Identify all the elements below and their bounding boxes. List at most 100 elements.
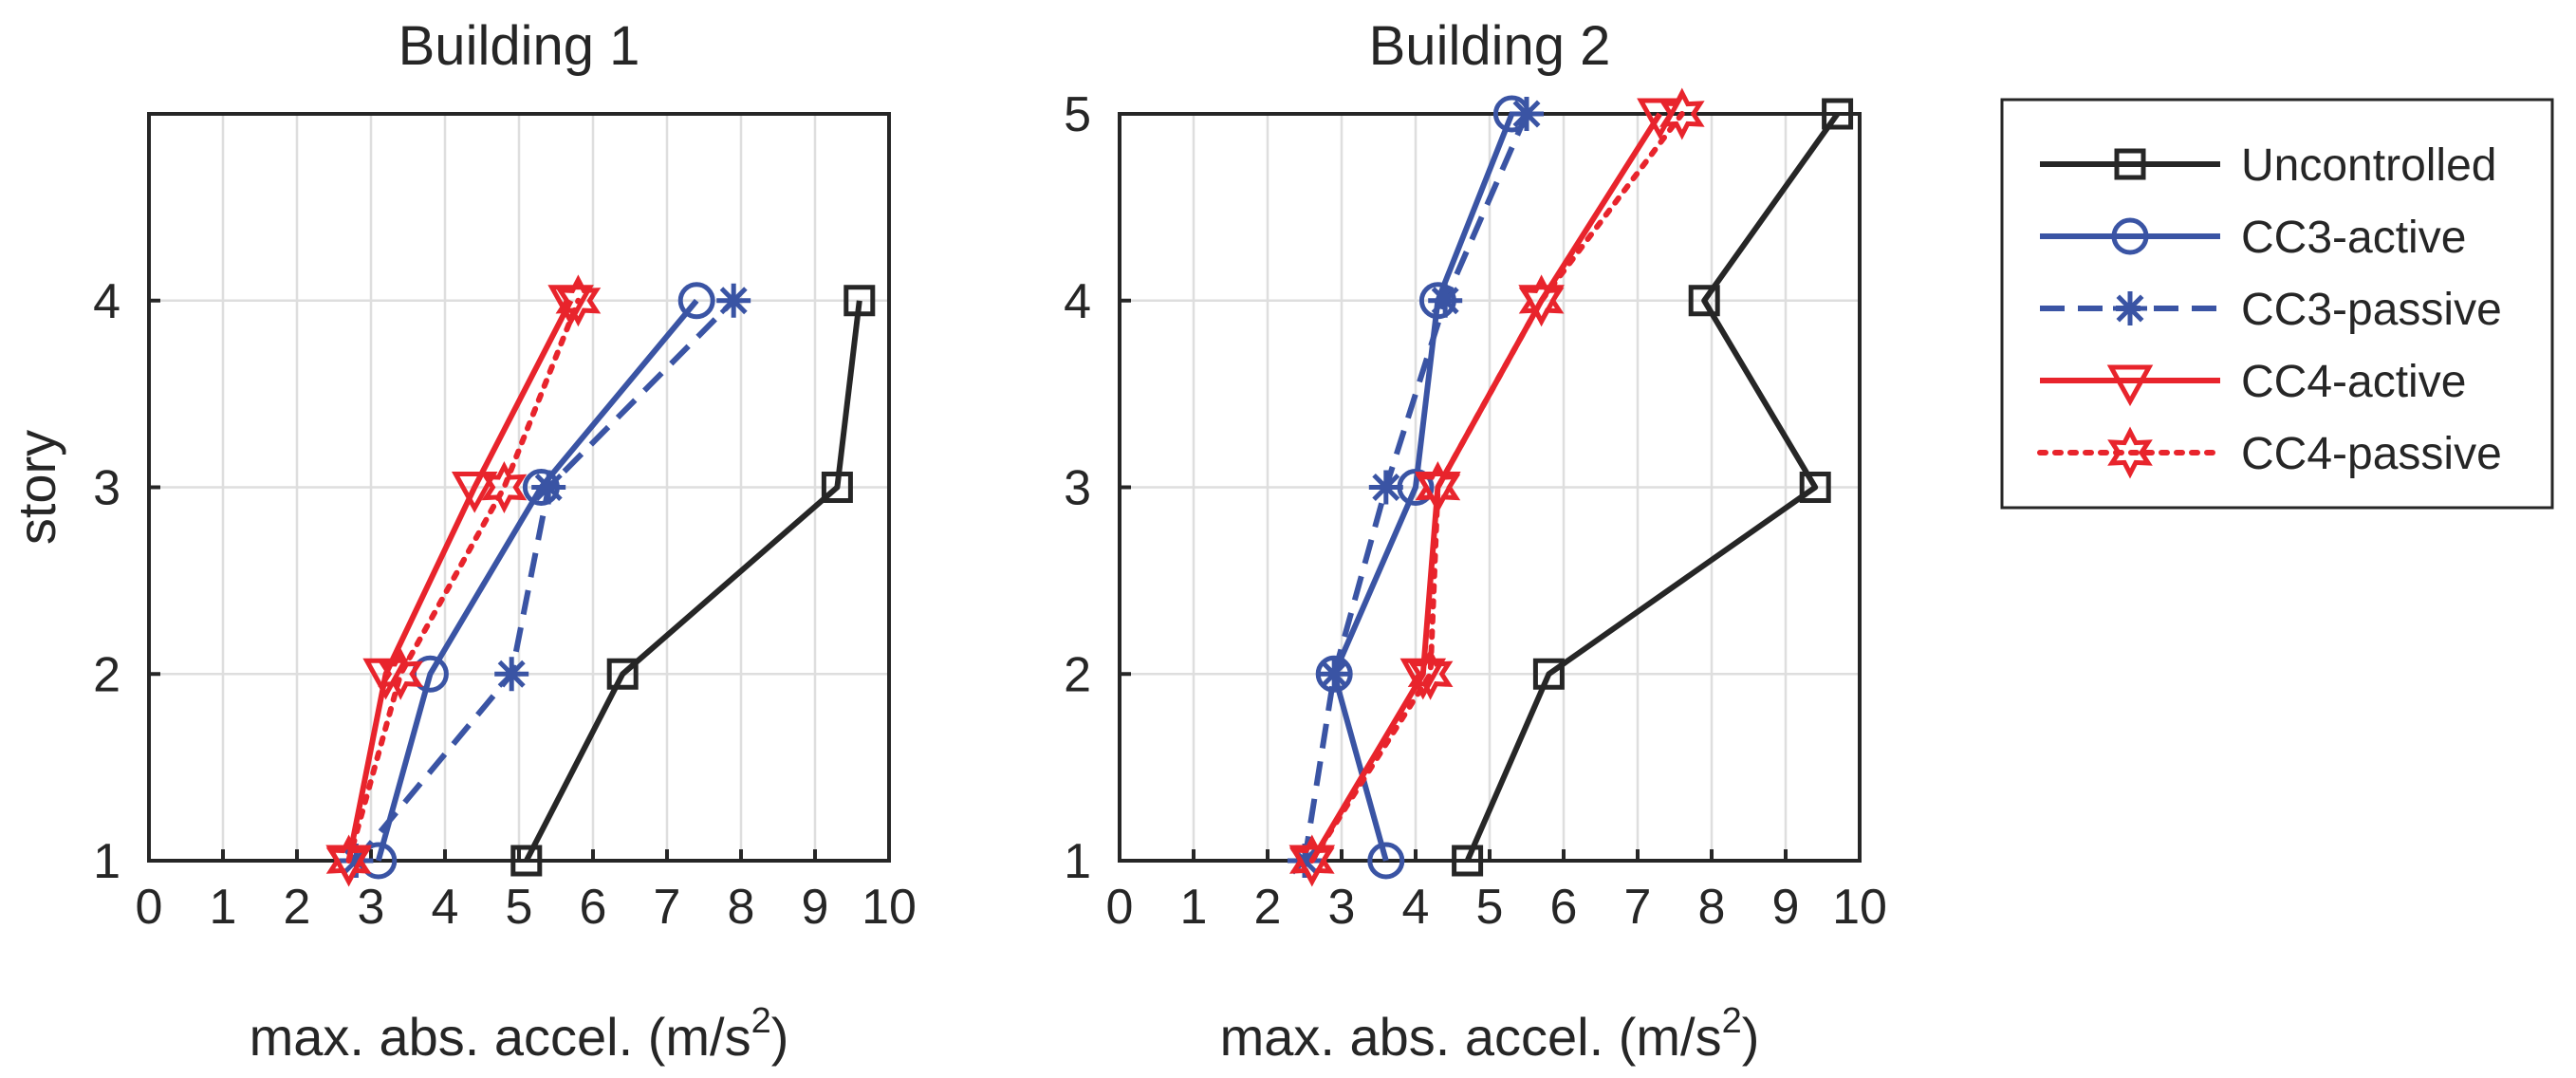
legend-entry-cc4-active: CC4-active bbox=[2040, 357, 2466, 407]
data-point-uncontrolled bbox=[1799, 472, 1831, 503]
x-tick-label: 3 bbox=[358, 880, 385, 935]
x-axis-label-close: ) bbox=[1742, 1007, 1760, 1067]
data-point-uncontrolled bbox=[606, 658, 639, 690]
data-point-cc4-active bbox=[1518, 285, 1565, 326]
x-tick-label: 10 bbox=[1832, 880, 1887, 935]
y-tick-label: 2 bbox=[1064, 647, 1091, 702]
x-axis-label-superscript: 2 bbox=[751, 1001, 771, 1041]
x-tick-label: 0 bbox=[1106, 880, 1134, 935]
x-axis-label: max. abs. accel. (m/s2) bbox=[250, 1001, 789, 1067]
legend-label: CC4-active bbox=[2241, 357, 2466, 407]
y-tick-label: 1 bbox=[93, 834, 120, 889]
grid bbox=[149, 114, 889, 861]
data-point-cc3-passive bbox=[716, 283, 751, 318]
y-tick-label: 1 bbox=[1064, 834, 1091, 889]
data-point-cc4-passive bbox=[378, 647, 424, 700]
y-tick-label: 5 bbox=[1064, 87, 1091, 142]
data-point-cc3-active bbox=[677, 282, 715, 320]
data-point-uncontrolled bbox=[1532, 658, 1565, 690]
chart-title: Building 1 bbox=[398, 15, 640, 77]
data-point-cc4-active bbox=[325, 845, 372, 887]
data-point-cc3-passive bbox=[494, 657, 529, 692]
data-point-cc4-active bbox=[1399, 658, 1447, 700]
y-tick-label: 3 bbox=[1064, 461, 1091, 516]
data-point-cc4-passive bbox=[1518, 274, 1565, 327]
legend-entry-cc3-passive: CC3-passive bbox=[2040, 285, 2502, 335]
series-line-cc3-active bbox=[1331, 112, 1515, 862]
legend-entry-cc3-active: CC3-active bbox=[2040, 213, 2466, 263]
series-line-uncontrolled bbox=[1464, 112, 1841, 863]
data-point-cc3-passive bbox=[339, 844, 374, 878]
x-tick-label: 8 bbox=[1698, 880, 1726, 935]
data-point-cc4-active bbox=[547, 285, 594, 326]
data-point-cc4-passive bbox=[555, 274, 602, 327]
data-point-uncontrolled bbox=[1452, 845, 1484, 877]
x-tick-label: 4 bbox=[432, 880, 459, 935]
legend: Uncontrolled CC3-active CC3-passive CC4-act… bbox=[2000, 98, 2554, 510]
x-tick-label: 3 bbox=[1328, 880, 1356, 935]
data-point-uncontrolled bbox=[1822, 98, 1854, 130]
series-line-cc4-active bbox=[345, 299, 574, 862]
data-point-cc3-passive bbox=[531, 470, 566, 505]
x-tick-label: 6 bbox=[580, 880, 607, 935]
data-point-cc3-passive bbox=[1317, 657, 1352, 692]
x-tick-label: 0 bbox=[136, 880, 163, 935]
x-tick-label: 1 bbox=[1180, 880, 1208, 935]
x-axis-label-main: max. abs. accel. (m/s bbox=[250, 1007, 751, 1067]
x-axis-label-superscript: 2 bbox=[1722, 1001, 1742, 1041]
legend-entry-uncontrolled: Uncontrolled bbox=[2040, 140, 2496, 191]
data-point-uncontrolled bbox=[1688, 285, 1720, 317]
grid bbox=[1120, 114, 1860, 861]
x-axis-label-close: ) bbox=[771, 1007, 789, 1067]
y-tick-label: 4 bbox=[1064, 274, 1091, 329]
x-tick-label: 4 bbox=[1402, 880, 1430, 935]
data-point-uncontrolled bbox=[843, 285, 876, 317]
data-point-cc3-passive bbox=[1288, 844, 1322, 878]
data-point-cc3-passive bbox=[1510, 97, 1544, 131]
data-point-cc4-passive bbox=[1288, 834, 1335, 887]
data-point-cc3-active bbox=[1367, 842, 1405, 880]
series-line-uncontrolled bbox=[524, 300, 862, 863]
series-cc3-passive bbox=[1288, 97, 1544, 878]
series-cc4-active bbox=[1288, 98, 1683, 887]
x-tick-label: 2 bbox=[284, 880, 311, 935]
chart-title: Building 2 bbox=[1369, 15, 1611, 77]
legend-label: CC3-passive bbox=[2241, 285, 2502, 335]
x-tick-label: 9 bbox=[1772, 880, 1800, 935]
data-point-cc4-active bbox=[451, 472, 498, 513]
series-cc4-passive bbox=[1288, 87, 1705, 887]
data-point-cc4-active bbox=[1415, 472, 1461, 513]
x-axis-label: max. abs. accel. (m/s2) bbox=[1220, 1001, 1760, 1067]
data-point-cc4-passive bbox=[325, 834, 372, 887]
legend-marker-square bbox=[2114, 148, 2146, 180]
series-line-cc4-passive bbox=[1308, 111, 1685, 864]
legend-marker-circle bbox=[2111, 217, 2149, 255]
series-cc4-passive bbox=[325, 274, 602, 887]
series-cc3-passive bbox=[339, 283, 751, 878]
x-tick-label: 5 bbox=[1476, 880, 1504, 935]
series-line-cc3-passive bbox=[354, 298, 736, 863]
x-tick-label: 5 bbox=[506, 880, 533, 935]
x-tick-label: 7 bbox=[1624, 880, 1652, 935]
legend-box bbox=[2000, 98, 2554, 510]
y-tick-label: 3 bbox=[93, 461, 120, 516]
data-point-cc4-passive bbox=[1659, 87, 1705, 140]
data-point-uncontrolled bbox=[510, 845, 543, 877]
legend-marker-asterisk bbox=[2113, 291, 2147, 325]
y-tick-label: 2 bbox=[93, 647, 120, 702]
y-axis-label: story bbox=[7, 430, 66, 545]
data-point-cc4-passive bbox=[1407, 647, 1454, 700]
data-point-cc3-passive bbox=[1428, 283, 1463, 318]
legend-label: Uncontrolled bbox=[2241, 140, 2496, 191]
x-tick-label: 1 bbox=[210, 880, 237, 935]
x-tick-label: 6 bbox=[1550, 880, 1578, 935]
series-cc4-active bbox=[325, 285, 594, 887]
y-tick-label: 4 bbox=[93, 274, 120, 329]
series-line-cc4-passive bbox=[345, 297, 582, 864]
x-tick-label: 8 bbox=[728, 880, 755, 935]
legend-label: CC3-active bbox=[2241, 213, 2466, 263]
x-tick-label: 7 bbox=[654, 880, 681, 935]
series-line-cc3-active bbox=[375, 298, 699, 862]
